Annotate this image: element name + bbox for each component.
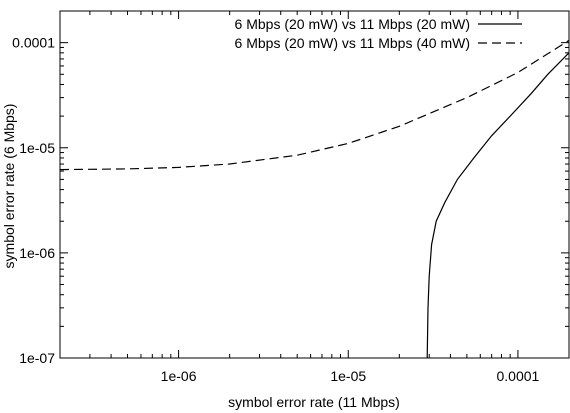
legend: 6 Mbps (20 mW) vs 11 Mbps (20 mW) 6 Mbps … xyxy=(235,16,522,51)
x-tick-label: 1e-05 xyxy=(330,368,366,384)
x-tick-label: 1e-06 xyxy=(161,368,197,384)
legend-label: 6 Mbps (20 mW) vs 11 Mbps (40 mW) xyxy=(235,35,470,51)
plot-area xyxy=(60,39,569,358)
axes: 1e-06 1e-05 0.0001 1e-07 1e-06 1e-05 0.0001 xyxy=(12,10,570,384)
plot-frame xyxy=(59,10,570,359)
y-tick-label: 1e-07 xyxy=(19,350,55,366)
legend-label: 6 Mbps (20 mW) vs 11 Mbps (20 mW) xyxy=(235,16,470,32)
series-line-2 xyxy=(60,39,569,171)
y-axis-label: symbol error rate (6 Mbps) xyxy=(1,104,17,269)
series-line-1 xyxy=(426,52,569,358)
y-tick-label: 1e-06 xyxy=(19,245,55,261)
x-tick-label: 0.0001 xyxy=(497,368,540,384)
x-axis-label: symbol error rate (11 Mbps) xyxy=(228,394,400,410)
y-tick-label: 0.0001 xyxy=(12,35,55,51)
y-tick-label: 1e-05 xyxy=(19,140,55,156)
